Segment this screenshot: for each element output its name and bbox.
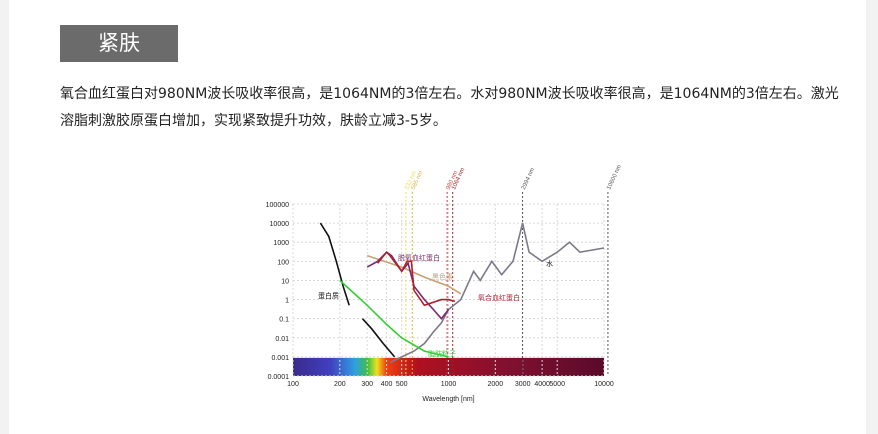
x-tick-label: 2000	[488, 381, 504, 388]
y-tick-label: 1	[285, 298, 289, 305]
y-tick-label: 1000	[273, 240, 289, 247]
y-tick-label: 100	[277, 259, 289, 266]
x-tick-label: 100	[287, 381, 299, 388]
x-tick-label: 1000	[441, 381, 457, 388]
x-tick-label: 10000	[594, 381, 614, 388]
series-line	[376, 250, 456, 307]
series-line	[389, 222, 605, 364]
series-label: 脂肪粒子	[428, 349, 456, 358]
paragraph: 氧合血红蛋白对980NM波长吸收率很高，是1064NM的3倍左右。水对980NM…	[60, 86, 839, 129]
laser-label: 2994 nm	[521, 167, 536, 191]
series-label: 水	[546, 259, 553, 268]
x-tick-label: 400	[381, 381, 393, 388]
series-label: 氧合血红蛋白	[478, 293, 520, 302]
section-title: 紧肤	[60, 25, 178, 62]
x-tick-label: 3000	[515, 381, 531, 388]
series-label: 蛋白质	[318, 291, 339, 300]
series-line	[339, 279, 449, 358]
x-tick-label: 4000	[534, 381, 550, 388]
series-label: 脱氧血红蛋白	[398, 253, 440, 262]
series-line	[366, 254, 462, 295]
y-tick-label: 0.0001	[268, 374, 290, 381]
x-tick-label: 300	[361, 381, 373, 388]
series-line	[319, 222, 396, 358]
series-label: 黑色素	[432, 272, 453, 281]
laser-label: 10600 nm	[606, 164, 623, 191]
y-tick-label: 0.001	[271, 355, 289, 362]
x-tick-label: 200	[334, 381, 346, 388]
y-tick-label: 0.1	[279, 317, 289, 324]
y-tick-label: 10000	[270, 221, 290, 228]
y-tick-label: 10	[281, 278, 289, 285]
spectrum-band	[293, 357, 604, 376]
y-tick-label: 0.01	[275, 336, 289, 343]
x-axis-label: Wavelength [nm]	[422, 396, 474, 403]
x-tick-label: 5000	[549, 381, 565, 388]
x-tick-label: 500	[396, 381, 408, 388]
y-tick-label: 100000	[266, 202, 289, 209]
